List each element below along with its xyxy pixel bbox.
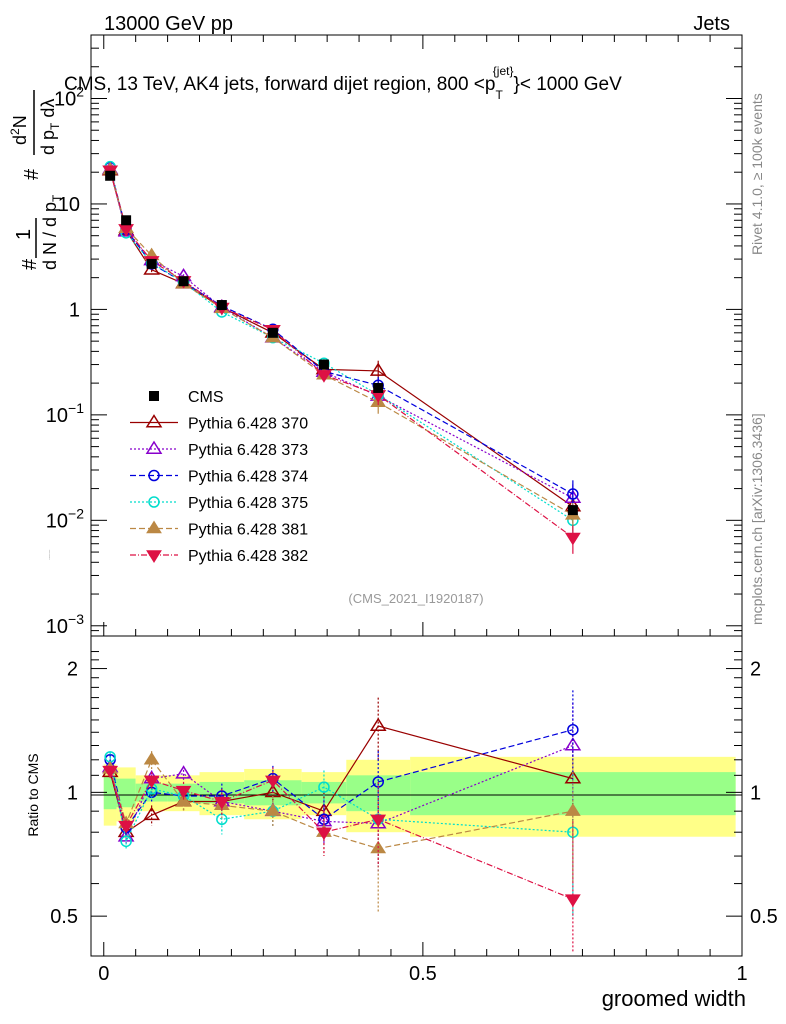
- series-6-ratio-point: [564, 894, 581, 908]
- y-tick-label: 10−2: [46, 505, 84, 532]
- main-panel-frame: [90, 34, 743, 637]
- side-label-rivet: Rivet 4.1.0, ≥ 100k events: [749, 93, 765, 255]
- y-tick-label: 10: [58, 194, 80, 216]
- series-1-ratio-point: [143, 806, 160, 821]
- legend: CMS Pythia 6.428 370 Pythia 6.428 373 Pythi…: [130, 389, 308, 565]
- ratio-y-tick-label: 0.5: [50, 906, 78, 928]
- series-4-ratio-point: [318, 781, 330, 793]
- ratio-y-tick-label-right: 0.5: [750, 906, 778, 928]
- series-6-ratio-point: [213, 796, 230, 810]
- cms-data-point: [121, 215, 132, 226]
- legend-marker-6: [146, 550, 162, 563]
- cms-data-point: [373, 382, 384, 393]
- legend-marker-4: [148, 496, 160, 508]
- legend-marker-5: [146, 520, 162, 534]
- cms-data-point: [318, 359, 329, 370]
- ratio-y-tick-label-right: 2: [750, 659, 761, 681]
- series-2-ratio-line: [109, 744, 574, 839]
- series-6-ratio-point: [102, 765, 119, 779]
- series-2-ratio-point: [564, 737, 582, 751]
- axes: 0 0.5 1 10−3 10−2 10−1 1 10 102 0.5 0.5 1 1 2 2: [46, 34, 778, 985]
- x-axis-label: groomed width: [602, 986, 746, 1011]
- series-1-ratio-point: [564, 770, 582, 784]
- cms-data-point: [146, 258, 157, 269]
- legend-label-cms: CMS: [188, 389, 224, 406]
- analysis-id: (CMS_2021_I1920187): [348, 591, 483, 606]
- series-6-main-line: [109, 170, 574, 538]
- header-right: Jets: [693, 13, 730, 35]
- series-5-ratio-point: [143, 751, 160, 765]
- legend-label-5: Pythia 6.428 381: [188, 522, 308, 539]
- series-2-main-line: [109, 169, 574, 499]
- y-tick-label: 10−3: [46, 611, 84, 638]
- series-5-ratio-point: [264, 803, 281, 816]
- series-6-ratio-point: [118, 820, 135, 834]
- series-5-ratio-point: [564, 803, 581, 816]
- ratio-y-tick-label: 1: [67, 782, 78, 804]
- series-6-ratio-point: [143, 775, 160, 789]
- ratio-y-tick-label: 2: [67, 659, 78, 681]
- series-6-ratio-line: [109, 770, 574, 900]
- series-1-main-line: [109, 170, 574, 508]
- legend-label-4: Pythia 6.428 375: [188, 495, 308, 512]
- series-6-main-point: [316, 370, 332, 383]
- y-axis-label-hidden-bind: 1/N dN/dpT d²N/dpT dλ: [48, 549, 51, 560]
- series-3-main-point: [567, 488, 579, 500]
- y-tick-label: 10−1: [46, 400, 84, 427]
- series-2-ratio-point: [175, 765, 192, 779]
- series-3-main-line: [109, 167, 574, 495]
- chart-title: CMS, 13 TeV, AK4 jets, forward dijet reg…: [64, 64, 622, 102]
- header-left: 13000 GeV pp: [104, 13, 233, 35]
- series-6-ratio-point: [264, 775, 281, 789]
- band-green: [346, 775, 411, 812]
- svg-text:d2N: d2N: [8, 115, 30, 145]
- series-6-ratio-point: [370, 814, 387, 828]
- series-1-ratio-point: [369, 717, 387, 731]
- series-6-main-point: [564, 532, 581, 546]
- series-6-ratio-point: [316, 827, 332, 841]
- x-tick-label: 0: [98, 963, 109, 985]
- series-3-ratio-point: [567, 723, 579, 736]
- ratio-panel-frame: [90, 635, 743, 957]
- legend-label-6: Pythia 6.428 382: [188, 548, 308, 565]
- svg-text:#: #: [19, 258, 41, 270]
- ratio-uncertainty-bands: [103, 756, 736, 837]
- ratio-plot-marks: [101, 690, 582, 952]
- main-plot-marks: [101, 160, 582, 554]
- legend-label-2: Pythia 6.428 373: [188, 442, 308, 459]
- cms-data-point: [267, 327, 278, 338]
- y-tick-label: 102: [54, 83, 84, 110]
- cms-data-point: [178, 276, 189, 287]
- legend-marker-cms: [149, 391, 159, 401]
- band-green: [116, 778, 136, 808]
- series-5-main-line: [109, 169, 574, 516]
- cms-data-point: [105, 170, 116, 181]
- legend-marker-2: [145, 440, 163, 454]
- legend-marker-1: [145, 414, 163, 428]
- series-4-ratio-point: [120, 835, 132, 848]
- svg-text:#: #: [21, 168, 43, 180]
- side-label-mcplots: mcplots.cern.ch [arXiv:1306.3436]: [749, 413, 765, 625]
- legend-label-3: Pythia 6.428 374: [188, 469, 308, 486]
- ratio-y-tick-label-right: 1: [750, 782, 761, 804]
- series-6-ratio-point: [175, 785, 192, 799]
- series-4-main-line: [109, 166, 574, 521]
- series-1-main-point: [369, 362, 387, 376]
- ratio-y-axis-label: Ratio to CMS: [25, 753, 41, 836]
- legend-marker-3: [148, 469, 160, 482]
- svg-text:1: 1: [13, 229, 35, 240]
- y-tick-label: 1: [69, 299, 80, 321]
- cms-data-point: [216, 300, 227, 311]
- series-5-ratio-point: [175, 793, 192, 807]
- cms-data-point: [567, 505, 578, 516]
- x-tick-label: 0.5: [409, 963, 437, 985]
- y-axis-label: # 1 d N / d pT # d2N d pT dλ 1/N dN/dpT …: [8, 90, 64, 560]
- legend-label-1: Pythia 6.428 370: [188, 416, 308, 433]
- x-tick-label: 1: [736, 963, 747, 985]
